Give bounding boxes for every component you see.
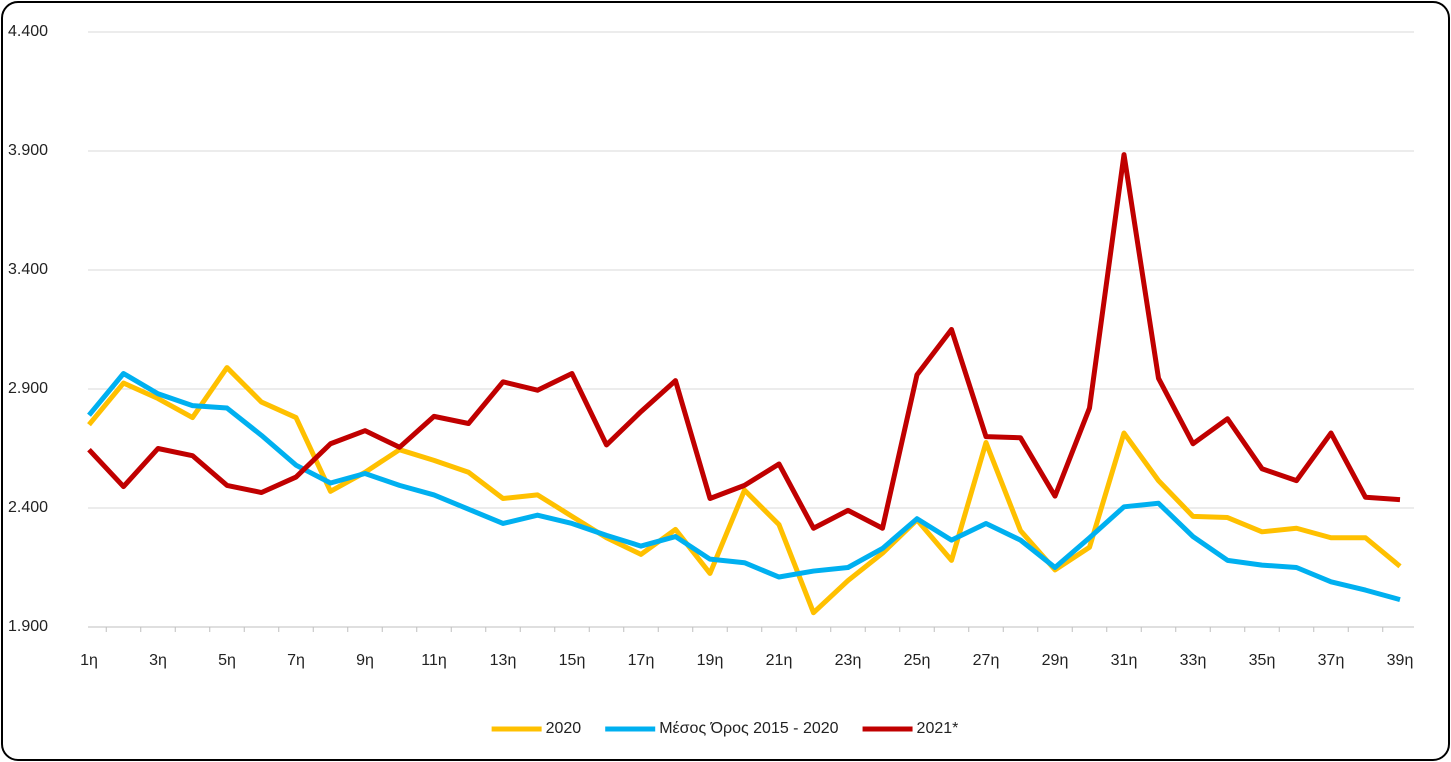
y-tick-label: 2.400 — [8, 499, 48, 516]
legend-label: Μέσος Όρος 2015 - 2020 — [659, 720, 838, 737]
x-tick-label: 3η — [149, 652, 167, 669]
y-tick-label: 1.900 — [8, 618, 48, 635]
legend-label: 2021* — [917, 720, 959, 737]
x-tick-label: 11η — [421, 652, 447, 669]
x-tick-label: 31η — [1111, 652, 1138, 669]
series-line — [87, 152, 1401, 531]
x-tick-label: 37η — [1318, 652, 1345, 669]
x-tick-label: 17η — [628, 652, 655, 669]
legend-label: 2020 — [546, 720, 582, 737]
x-tick-label: 35η — [1249, 652, 1276, 669]
x-tick-label: 21η — [766, 652, 793, 669]
x-tick-label: 25η — [904, 652, 931, 669]
y-tick-label: 4.400 — [8, 23, 48, 40]
x-tick-label: 23η — [835, 652, 862, 669]
x-tick-label: 15η — [559, 652, 586, 669]
x-tick-label: 1η — [80, 652, 98, 669]
x-tick-label: 9η — [356, 652, 374, 669]
x-tick-label: 39η — [1387, 652, 1414, 669]
x-tick-label: 13η — [490, 652, 517, 669]
x-tick-label: 33η — [1180, 652, 1207, 669]
x-tick-label: 7η — [287, 652, 305, 669]
x-tick-label: 19η — [697, 652, 724, 669]
x-tick-label: 29η — [1042, 652, 1069, 669]
x-tick-label: 5η — [218, 652, 236, 669]
x-tick-label: 27η — [973, 652, 1000, 669]
y-tick-label: 3.400 — [8, 261, 48, 278]
y-tick-label: 3.900 — [8, 142, 48, 159]
series-line — [87, 371, 1401, 603]
y-tick-label: 2.900 — [8, 380, 48, 397]
series-line — [87, 365, 1402, 616]
